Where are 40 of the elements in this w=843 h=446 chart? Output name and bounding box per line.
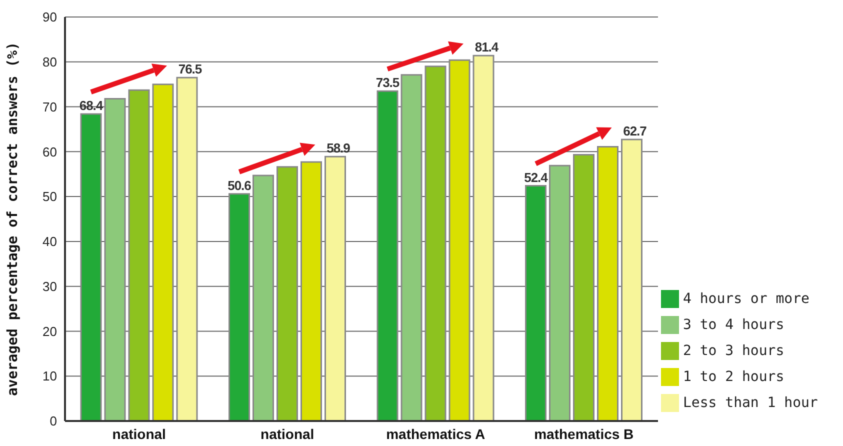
legend-label: 2 to 3 hours [683,343,784,359]
data-label: 62.7 [623,124,647,139]
bar [472,54,494,421]
x-tick-label: national [112,426,166,442]
y-tick-label: 0 [50,414,57,429]
y-tick-label: 90 [42,10,57,25]
bar [448,59,470,421]
bar [597,146,618,421]
bar [176,76,198,421]
bar [400,74,422,421]
legend-label: 4 hours or more [683,291,810,307]
y-tick-label: 70 [42,99,57,114]
legend-label: Less than 1 hour [683,395,818,411]
legend-label: 3 to 4 hours [683,317,784,333]
bar [104,98,126,421]
y-tick-label: 80 [42,54,57,70]
y-tick-label: 10 [42,368,57,384]
data-label: 52.4 [524,170,549,185]
data-label: 50.6 [228,178,252,193]
y-tick-label: 50 [42,189,57,204]
y-tick-label: 40 [42,234,57,250]
y-tick-label: 30 [42,278,57,294]
data-label: 73.5 [376,75,400,90]
y-axis-title: averaged percentage of correct answers (%) [4,42,21,396]
bar [300,161,322,421]
bar [80,113,102,421]
x-tick-label: mathematics A [386,426,486,442]
bar [525,185,546,421]
bar [152,84,174,421]
y-tick-label: 20 [42,324,57,339]
bar [621,138,642,421]
y-tick-label: 60 [42,144,57,160]
bar [376,90,398,421]
bar [228,193,250,421]
data-label: 76.5 [178,62,202,77]
legend-label: 1 to 2 hours [683,369,784,385]
x-tick-label: national [260,426,314,442]
x-tick-label: mathematics B [534,426,634,442]
data-label: 81.4 [474,40,500,55]
bar [324,156,346,421]
